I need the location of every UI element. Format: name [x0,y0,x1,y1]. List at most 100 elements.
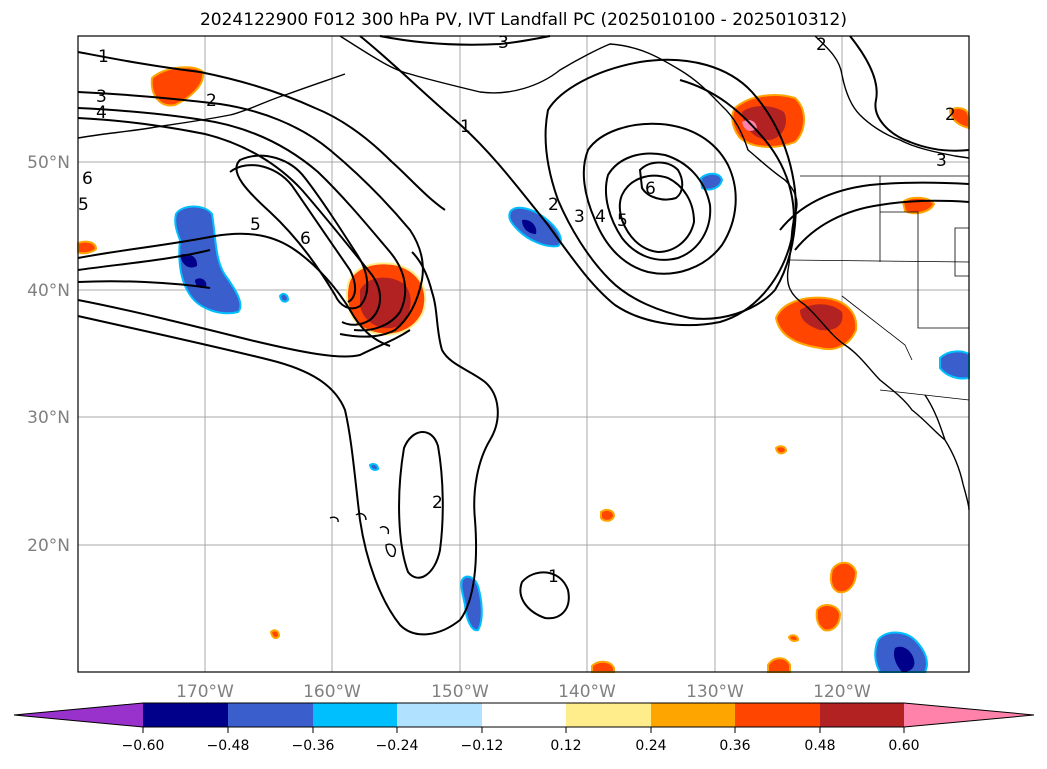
fill-blob [815,604,842,632]
colorbar-tick-label: −0.36 [292,738,335,754]
colorbar-swatch [228,703,313,727]
colorbar-swatch [397,703,482,727]
contour-line [229,164,356,303]
contour-line [77,91,424,338]
lat-label: 50°N [27,153,70,173]
colorbar-swatch [482,703,566,727]
fill-blob [77,240,98,255]
contour-label: 2 [945,105,956,125]
colorbar-tick-label: 0.60 [888,738,919,754]
contour-label: 4 [96,103,107,123]
coastline-baja [924,394,946,441]
colorbar-swatch [651,703,735,727]
colorbar-tick-label: 0.48 [804,738,835,754]
pv-contours [77,35,970,636]
colorbar: −0.60 −0.48 −0.36 −0.24 −0.12 0.12 0.24 … [13,702,1035,754]
contour-label: 3 [96,87,107,107]
colorbar-tick-label: −0.48 [207,738,250,754]
fill-blob [699,172,724,191]
contour-label: 5 [617,211,628,231]
border-us-mexico [879,389,970,401]
fill-blob [600,508,616,522]
map-background [78,36,969,672]
contour-line [77,249,211,271]
contour-label: 2 [548,195,559,215]
contour-label: 2 [206,91,217,111]
contour-labels: 1 2 3 4 5 6 2 1 2 3 4 5 6 3 1 3 2 2 6 5 [78,33,956,587]
fill-blob [278,292,290,303]
contour-line [77,107,407,332]
contour-label: 6 [300,229,311,249]
contour-line [544,58,797,320]
contour-label: 1 [460,117,471,137]
lon-label: 160°W [303,682,361,702]
border-state-1 [789,259,970,263]
fill-blob [893,646,915,672]
fill-blob [180,254,198,268]
lat-label: 40°N [27,281,70,301]
fill-blob [767,657,791,673]
contour-line [618,174,696,254]
contour-line [779,181,970,231]
fill-blob [522,219,537,234]
lat-axis-labels: 50°N 40°N 30°N 20°N [27,153,70,556]
colorbar-ticks [142,727,905,733]
lon-label: 130°W [686,682,744,702]
contour-line [582,122,737,275]
contour-line [379,35,551,46]
contour-line [849,35,970,152]
contour-line [638,161,684,201]
colorbar-swatch [735,703,820,727]
contour-label: 5 [78,195,89,215]
lon-label: 150°W [431,682,489,702]
fill-blob [742,106,787,140]
colorbar-swatch [313,703,397,727]
negative-anomaly-fills [174,172,970,673]
colorbar-tick-label: 0.12 [550,738,581,754]
colorbar-swatch [143,703,228,727]
contour-line [604,152,712,261]
fill-blob [774,445,788,455]
contour-label: 3 [498,33,509,53]
contour-line [398,431,444,579]
fill-blob [829,561,858,594]
contour-label: 5 [250,215,261,235]
contour-line [77,251,499,636]
map-title: 2024122900 F012 300 hPa PV, IVT Landfall… [199,10,847,30]
contour-label: 1 [548,567,559,587]
lat-label: 20°N [27,536,70,556]
contour-label: 6 [82,169,93,189]
contour-label: 4 [595,207,606,227]
fill-blob [269,629,281,640]
colorbar-tick-label: 0.36 [719,738,750,754]
contour-label: 3 [574,207,585,227]
colorbar-tick-label: −0.12 [461,738,504,754]
contour-line [77,51,446,211]
border-state-4 [841,295,913,361]
contour-line [77,280,211,289]
lon-axis-labels: 170°W 160°W 150°W 140°W 130°W 120°W [176,682,871,702]
contour-label: 2 [816,35,827,55]
lat-label: 30°N [27,408,70,428]
map-frame [77,35,970,673]
contour-line [359,35,795,327]
lon-label: 120°W [813,682,871,702]
border-state-3 [917,262,969,329]
contour-label: 6 [645,179,656,199]
fill-blob [368,463,380,471]
border-state-6 [880,211,919,262]
contour-line [235,154,369,310]
fill-blob [591,660,615,673]
coastline-interior [814,35,970,159]
fill-blob [787,634,800,642]
fill-blob [150,66,205,107]
colorbar-swatch [566,703,651,727]
contour-line [77,117,381,326]
colorbar-tick-label: −0.24 [376,738,419,754]
gridlines [78,36,969,672]
colorbar-tick-label: 0.24 [635,738,666,754]
lon-label: 140°W [558,682,616,702]
contour-label: 3 [936,151,947,171]
contour-line [77,232,391,347]
